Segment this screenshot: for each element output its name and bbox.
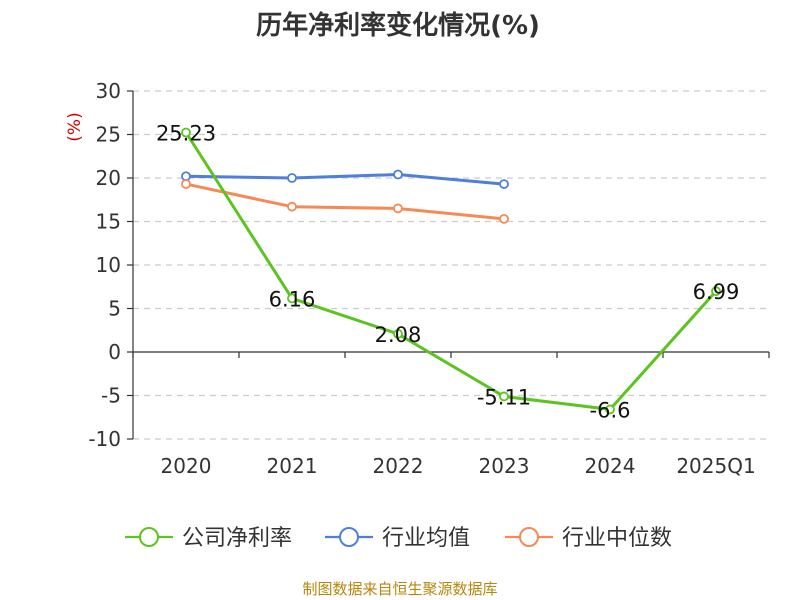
series-line [185,182,505,221]
legend-label: 行业均值 [382,526,470,551]
y-tick-label: 25 [96,123,121,147]
legend-item[interactable]: 公司净利率 [125,526,292,551]
y-tick-label: -5 [101,384,121,408]
series-industry-mean [181,169,509,189]
legend-marker [519,527,539,547]
y-axis-unit: (%) [65,112,85,141]
legend-label: 公司净利率 [182,526,292,551]
data-label: 6.99 [693,280,740,304]
data-point [287,293,297,304]
data-point [499,391,509,402]
chart-title: 历年净利率变化情况(%) [256,10,540,41]
legend[interactable]: 公司净利率 行业均值 行业中位数 [125,526,672,551]
x-tick-label: 2022 [373,454,424,478]
y-tick-label: 10 [96,253,121,277]
series-company-net-margin: 25.23 6.16 2.08 -5.11 -6.6 6.99 [156,121,739,422]
x-tick-label: 2023 [479,454,530,478]
data-point [499,179,509,189]
series-layer: 25.23 6.16 2.08 -5.11 -6.6 6.99 [156,121,739,422]
data-label: 6.16 [269,287,316,311]
data-point [181,127,191,138]
series-line [185,173,505,186]
data-label: -6.6 [590,398,631,422]
legend-marker [339,527,359,547]
y-tick-label: 20 [96,166,121,190]
data-point [287,201,297,212]
data-point [393,203,403,214]
legend-item[interactable]: 行业均值 [325,526,470,551]
data-point [181,171,191,182]
x-tick-label: 2020 [161,454,212,478]
data-label: -5.11 [477,385,531,409]
grid-lines [133,90,769,440]
legend-marker [139,527,159,547]
y-tick-labels: 30 25 20 15 10 5 0 -5 -10 [88,79,121,451]
data-point [181,179,191,189]
data-label: 25.23 [156,121,216,145]
x-tick-label: 2024 [585,454,636,478]
data-point [287,173,297,183]
y-tick-label: 15 [96,210,121,234]
legend-label: 行业中位数 [562,526,672,551]
y-tick-label: 30 [96,79,121,103]
data-point [393,329,403,339]
y-tick-label: -10 [88,427,121,451]
x-tick-label: 2021 [267,454,318,478]
series-line [184,131,718,411]
y-tick-label: 5 [108,297,121,321]
data-point [499,213,509,224]
data-point [605,404,615,415]
data-point [393,169,403,180]
data-source-note: 制图数据来自恒生聚源数据库 [302,580,497,598]
x-tick-labels: 2020 2021 2022 2023 2024 2025Q1 [161,454,756,478]
series-industry-median [181,179,509,224]
data-label: 2.08 [375,323,422,347]
legend-item[interactable]: 行业中位数 [505,526,672,551]
y-tick-label: 0 [108,340,121,364]
data-point [711,286,721,297]
x-tick-label: 2025Q1 [676,454,755,478]
